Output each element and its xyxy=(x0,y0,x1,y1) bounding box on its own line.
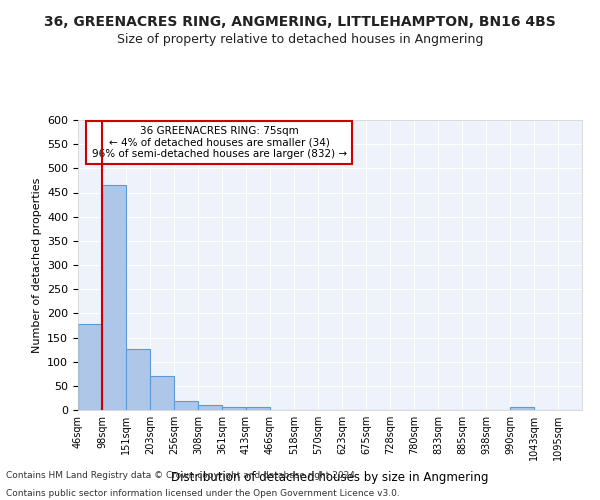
X-axis label: Distribution of detached houses by size in Angmering: Distribution of detached houses by size … xyxy=(171,472,489,484)
Bar xyxy=(174,402,198,410)
Bar xyxy=(510,407,534,410)
Text: 36 GREENACRES RING: 75sqm
← 4% of detached houses are smaller (34)
96% of semi-d: 36 GREENACRES RING: 75sqm ← 4% of detach… xyxy=(92,126,347,159)
Y-axis label: Number of detached properties: Number of detached properties xyxy=(32,178,41,352)
Text: Contains public sector information licensed under the Open Government Licence v3: Contains public sector information licen… xyxy=(6,488,400,498)
Bar xyxy=(78,324,102,410)
Bar xyxy=(126,349,150,410)
Text: Contains HM Land Registry data © Crown copyright and database right 2024.: Contains HM Land Registry data © Crown c… xyxy=(6,471,358,480)
Bar xyxy=(198,405,222,410)
Text: Size of property relative to detached houses in Angmering: Size of property relative to detached ho… xyxy=(117,32,483,46)
Text: 36, GREENACRES RING, ANGMERING, LITTLEHAMPTON, BN16 4BS: 36, GREENACRES RING, ANGMERING, LITTLEHA… xyxy=(44,15,556,29)
Bar xyxy=(150,376,174,410)
Bar xyxy=(246,407,270,410)
Bar xyxy=(222,406,246,410)
Bar xyxy=(102,185,126,410)
